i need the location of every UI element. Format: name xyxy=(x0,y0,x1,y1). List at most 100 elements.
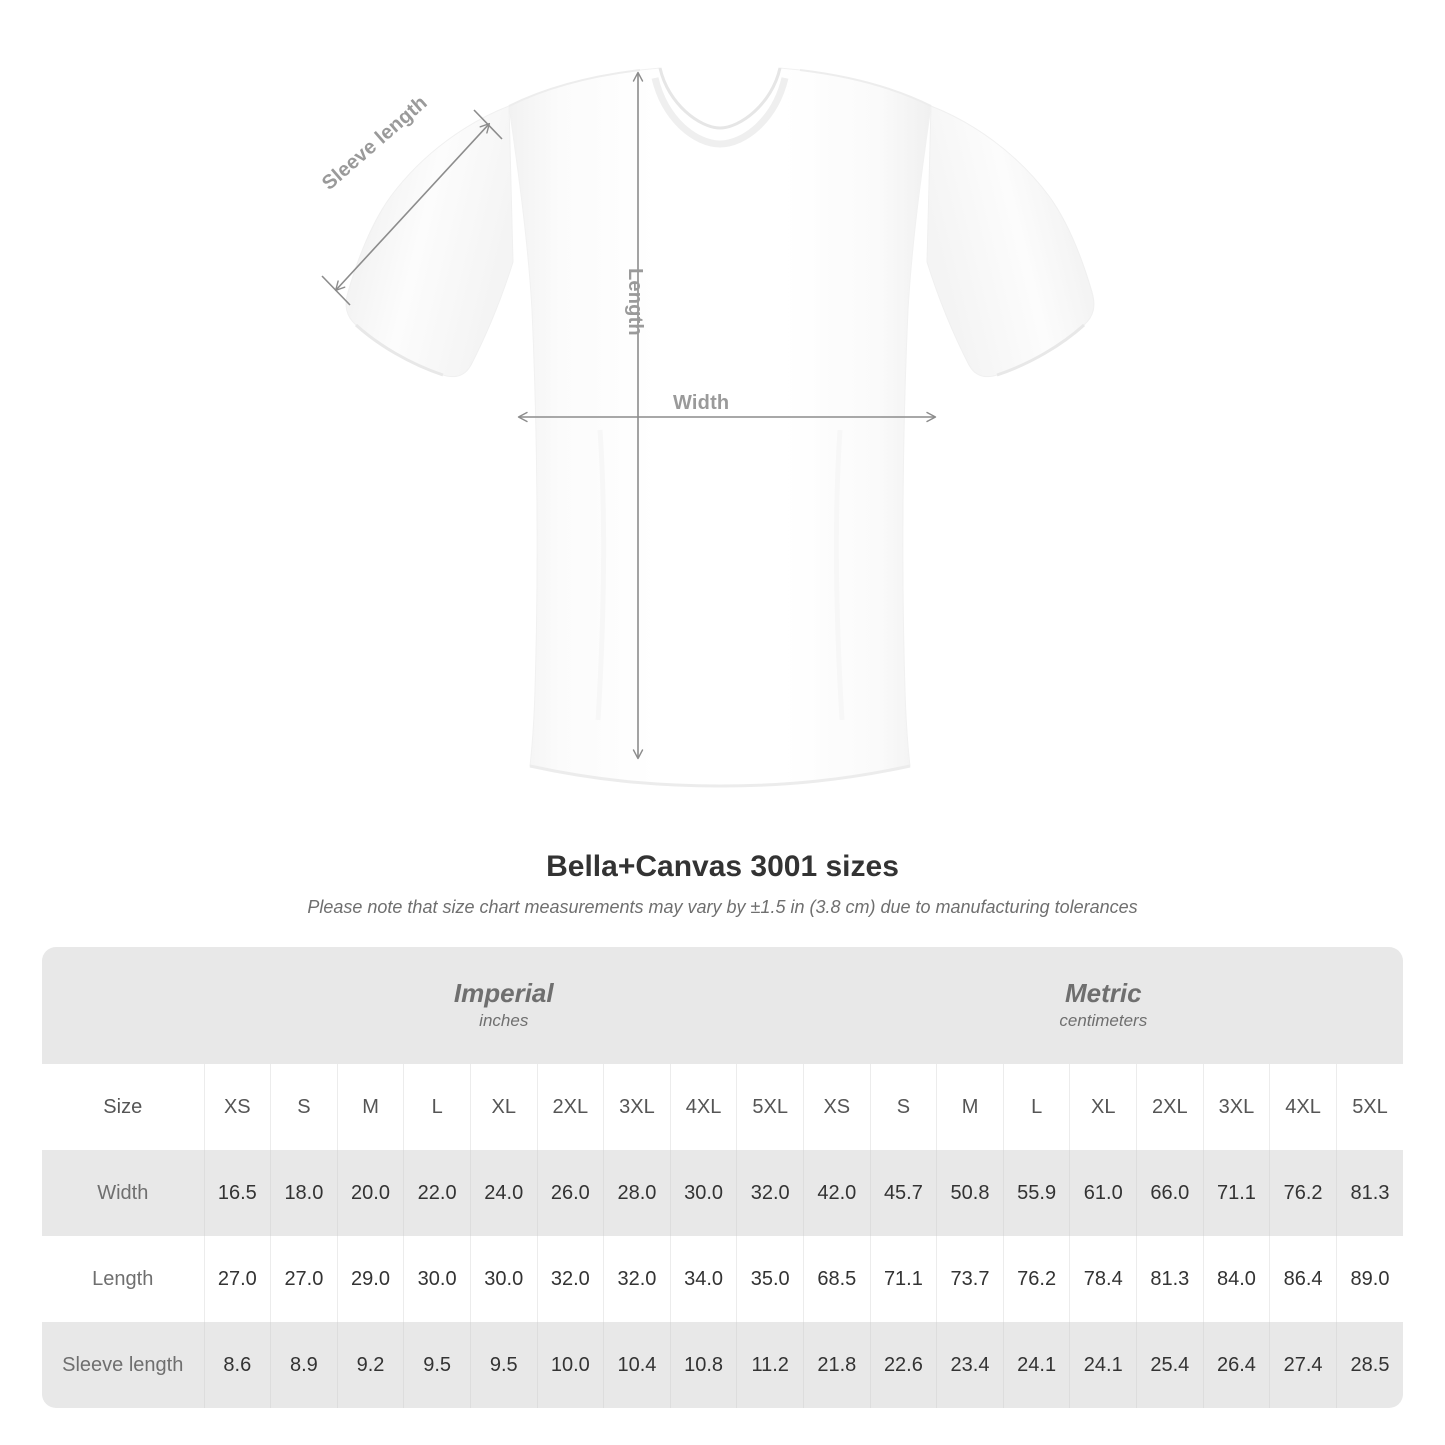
measurement-cell: 28.0 xyxy=(603,1150,671,1236)
sleeve-cap-lower xyxy=(321,275,351,306)
measurement-cell: 71.1 xyxy=(869,1236,937,1322)
measurement-cell: 16.5 xyxy=(203,1150,271,1236)
size-header-row: Size XS S M L XL 2XL 3XL 4XL 5XL XS S M L XL 2XL 3XL 4XL… xyxy=(42,1064,1404,1150)
measurement-cell: 27.0 xyxy=(203,1236,271,1322)
measurement-cell: 34.0 xyxy=(669,1236,737,1322)
measurement-cell: 81.3 xyxy=(1335,1150,1404,1236)
size-header-cell: 5XL xyxy=(736,1064,804,1150)
measurement-cell: 10.0 xyxy=(536,1322,604,1408)
tshirt-bottom-hem xyxy=(529,764,911,788)
size-header-cell: M xyxy=(336,1064,404,1150)
measurement-cell: 9.5 xyxy=(469,1322,538,1408)
measurement-cell: 66.0 xyxy=(1136,1150,1204,1236)
measurement-cell: 68.5 xyxy=(803,1236,871,1322)
size-header-cell: XL xyxy=(1069,1064,1137,1150)
measurement-cell: 11.2 xyxy=(736,1322,804,1408)
tshirt-right-sleeve-hem xyxy=(996,323,1086,377)
measurement-cell: 25.4 xyxy=(1136,1322,1204,1408)
measurement-cell: 24.1 xyxy=(1002,1322,1070,1408)
size-header-cell: XS xyxy=(803,1064,871,1150)
size-header-cell: 4XL xyxy=(669,1064,737,1150)
measurement-row-label: Width xyxy=(42,1150,204,1236)
width-label: Width xyxy=(673,392,730,414)
measurement-cell: 61.0 xyxy=(1069,1150,1137,1236)
measurement-cell: 26.0 xyxy=(536,1150,604,1236)
dimension-arrows xyxy=(321,71,937,760)
measurement-cell: 8.9 xyxy=(270,1322,338,1408)
measurement-cell: 42.0 xyxy=(803,1150,871,1236)
measurement-cell: 73.7 xyxy=(936,1236,1004,1322)
tshirt-left-sleeve-hem xyxy=(354,323,444,377)
measurement-cell: 9.2 xyxy=(336,1322,404,1408)
measurement-cell: 28.5 xyxy=(1335,1322,1404,1408)
measurement-cell: 30.0 xyxy=(669,1150,737,1236)
measurement-cell: 30.0 xyxy=(469,1236,538,1322)
measurement-cell: 32.0 xyxy=(536,1236,604,1322)
measurement-cell: 9.5 xyxy=(403,1322,471,1408)
tshirt-right-sleeve xyxy=(926,105,1095,378)
measurement-cell: 32.0 xyxy=(603,1236,671,1322)
sleeve-cap-upper xyxy=(473,109,503,140)
measurement-cell: 22.0 xyxy=(403,1150,471,1236)
measurement-cell: 26.4 xyxy=(1202,1322,1270,1408)
size-header-cell: 3XL xyxy=(1202,1064,1270,1150)
measurement-cell: 32.0 xyxy=(736,1150,804,1236)
measurement-cell: 45.7 xyxy=(869,1150,937,1236)
group-unit-imperial: inches xyxy=(479,1011,529,1031)
measurement-cell: 89.0 xyxy=(1335,1236,1404,1322)
page-title: Bella+Canvas 3001 sizes xyxy=(546,850,899,883)
size-header-cell: S xyxy=(270,1064,338,1150)
measurement-cell: 23.4 xyxy=(936,1322,1004,1408)
size-header-cell: 3XL xyxy=(603,1064,671,1150)
sleeve-length-arrow xyxy=(334,122,491,292)
size-header-cell: L xyxy=(1002,1064,1070,1150)
measurement-row-label: Length xyxy=(42,1236,204,1322)
measurement-cell: 84.0 xyxy=(1202,1236,1270,1322)
measurement-cell: 30.0 xyxy=(403,1236,471,1322)
group-name-metric: Metric xyxy=(1065,977,1142,1008)
size-header-cell: L xyxy=(403,1064,471,1150)
measurement-cell: 18.0 xyxy=(270,1150,338,1236)
size-header-cell: 5XL xyxy=(1335,1064,1404,1150)
page-subtitle: Please note that size chart measurements… xyxy=(307,897,1138,917)
measurement-cell: 20.0 xyxy=(336,1150,404,1236)
group-header-metric: Metric centimeters xyxy=(803,947,1404,1064)
group-name-imperial: Imperial xyxy=(453,977,554,1008)
tshirt-body xyxy=(508,67,932,787)
measurement-cell: 71.1 xyxy=(1202,1150,1270,1236)
measurement-cell: 8.6 xyxy=(203,1322,271,1408)
size-header-cell: 2XL xyxy=(536,1064,604,1150)
measurement-cell: 22.6 xyxy=(869,1322,937,1408)
measurement-row-label: Sleeve length xyxy=(42,1322,204,1408)
unit-group-header-row: Imperial inches Metric centimeters xyxy=(42,947,1404,1064)
table-row: Sleeve length 8.6 8.9 9.2 9.5 9.5 10.0 10.4 10.8… xyxy=(42,1322,1404,1408)
measurement-cell: 24.0 xyxy=(469,1150,538,1236)
measurement-cell: 10.4 xyxy=(603,1322,671,1408)
table-row: Length 27.0 27.0 29.0 30.0 30.0 32.0 32.0 34.0 35… xyxy=(42,1236,1404,1322)
size-header-cell: 2XL xyxy=(1136,1064,1204,1150)
group-header-spacer xyxy=(42,947,204,1064)
measurement-cell: 24.1 xyxy=(1069,1322,1137,1408)
group-header-imperial: Imperial inches xyxy=(204,947,804,1064)
tshirt-measurement-diagram: Sleeve length Length Width xyxy=(318,67,1095,788)
measurement-cell: 78.4 xyxy=(1069,1236,1137,1322)
measurement-cell: 21.8 xyxy=(803,1322,871,1408)
size-chart-table: Imperial inches Metric centimeters Size … xyxy=(42,947,1404,1408)
size-header-cell: XL xyxy=(469,1064,538,1150)
tshirt-collar-band xyxy=(651,77,789,148)
group-unit-metric: centimeters xyxy=(1059,1011,1148,1031)
size-header-cell: 4XL xyxy=(1269,1064,1337,1150)
measurement-cell: 76.2 xyxy=(1002,1236,1070,1322)
measurement-cell: 29.0 xyxy=(336,1236,404,1322)
tshirt-illustration xyxy=(345,67,1095,788)
measurement-cell: 50.8 xyxy=(936,1150,1004,1236)
size-row-label: Size xyxy=(42,1064,204,1150)
measurement-cell: 27.0 xyxy=(270,1236,338,1322)
measurement-cell: 76.2 xyxy=(1269,1150,1337,1236)
table-row: Width 16.5 18.0 20.0 22.0 24.0 26.0 28.0 30.0 32.… xyxy=(42,1150,1404,1236)
measurement-cell: 81.3 xyxy=(1136,1236,1204,1322)
measurement-cell: 10.8 xyxy=(669,1322,737,1408)
measurement-cell: 27.4 xyxy=(1269,1322,1337,1408)
measurement-cell: 55.9 xyxy=(1002,1150,1070,1236)
